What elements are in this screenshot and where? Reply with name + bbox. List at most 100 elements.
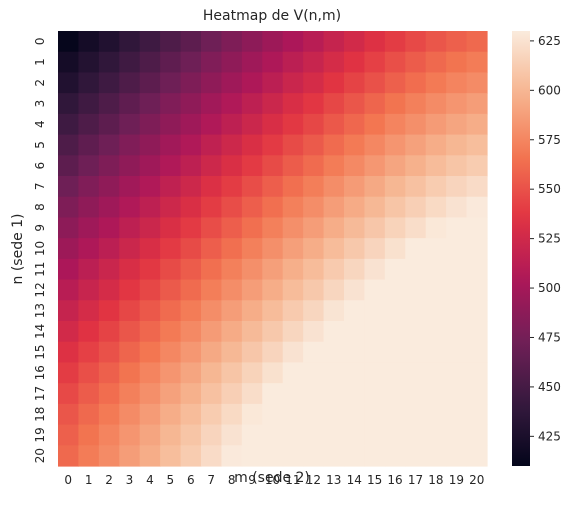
- heatmap-cell: [180, 238, 202, 260]
- heatmap-cell: [221, 134, 243, 156]
- heatmap-cell: [364, 238, 386, 260]
- y-tick-label: 8: [33, 203, 47, 211]
- heatmap-cell: [282, 321, 304, 343]
- heatmap-cell: [119, 300, 141, 322]
- x-tick-label: 5: [167, 473, 175, 487]
- heatmap-cell: [364, 258, 386, 281]
- heatmap-cell: [221, 238, 243, 260]
- heatmap-cell: [58, 321, 80, 343]
- heatmap-cell: [303, 155, 325, 177]
- y-tick-label: 20: [33, 448, 47, 463]
- heatmap-cell: [119, 445, 141, 467]
- heatmap-cell: [98, 196, 120, 219]
- heatmap-cell: [58, 279, 80, 301]
- heatmap-cell: [221, 300, 243, 322]
- heatmap-cell: [221, 93, 243, 115]
- heatmap-cell: [180, 217, 202, 239]
- heatmap-cell: [466, 31, 488, 53]
- heatmap-cell: [425, 217, 447, 239]
- heatmap-cell: [384, 113, 406, 136]
- heatmap-cell: [344, 445, 366, 467]
- heatmap-cell: [78, 300, 100, 322]
- colorbar-ticks: 425 450 475 500 525 550 575 600 625: [530, 34, 561, 443]
- heatmap-cell: [405, 196, 427, 219]
- heatmap-cell: [303, 72, 325, 94]
- heatmap-cell: [119, 93, 141, 115]
- heatmap-cell: [58, 134, 80, 156]
- heatmap-cell: [446, 445, 468, 467]
- heatmap-cell: [58, 31, 80, 53]
- heatmap-cell: [139, 51, 161, 74]
- heatmap-cell: [98, 31, 120, 53]
- heatmap-cell: [303, 445, 325, 467]
- heatmap-cell: [58, 217, 80, 239]
- heatmap-cell: [160, 279, 182, 301]
- heatmap-cell: [405, 383, 427, 405]
- y-tick-label: 18: [33, 407, 47, 422]
- heatmap-cell: [262, 51, 284, 74]
- heatmap-cell: [78, 134, 100, 156]
- heatmap-cell: [344, 134, 366, 156]
- heatmap-cell: [282, 238, 304, 260]
- heatmap-cell: [58, 51, 80, 74]
- heatmap-cell: [139, 155, 161, 177]
- heatmap-cell: [119, 258, 141, 281]
- heatmap-cell: [282, 51, 304, 74]
- heatmap-cell: [180, 341, 202, 364]
- heatmap-cell: [139, 300, 161, 322]
- heatmap-cell: [262, 403, 284, 426]
- heatmap-cell: [303, 341, 325, 364]
- heatmap-cell: [262, 72, 284, 94]
- heatmap-cell: [180, 383, 202, 405]
- heatmap-cell: [119, 113, 141, 136]
- heatmap-cell: [446, 279, 468, 301]
- heatmap-cell: [139, 113, 161, 136]
- heatmap-cell: [139, 383, 161, 405]
- heatmap-cell: [425, 134, 447, 156]
- heatmap-cell: [241, 258, 263, 281]
- heatmap-cell: [262, 362, 284, 384]
- heatmap-cell: [446, 383, 468, 405]
- heatmap-cell: [262, 279, 284, 301]
- heatmap-cell: [425, 258, 447, 281]
- heatmap-cell: [303, 383, 325, 405]
- heatmap-cell: [201, 134, 223, 156]
- heatmap-cell: [58, 93, 80, 115]
- x-tick-label: 15: [367, 473, 382, 487]
- heatmap-cell: [139, 279, 161, 301]
- heatmap-cell: [466, 258, 488, 281]
- y-tick-label: 14: [33, 324, 47, 339]
- heatmap-cell: [58, 176, 80, 198]
- heatmap-cell: [344, 258, 366, 281]
- heatmap-cell: [323, 300, 345, 322]
- heatmap-cell: [323, 155, 345, 177]
- heatmap-cell: [78, 51, 100, 74]
- x-tick-label: 6: [187, 473, 195, 487]
- heatmap-cell: [241, 238, 263, 260]
- heatmap-cell: [201, 217, 223, 239]
- heatmap-cell: [384, 445, 406, 467]
- heatmap-cell: [58, 445, 80, 467]
- heatmap-cell: [344, 176, 366, 198]
- heatmap-cell: [344, 31, 366, 53]
- heatmap-cell: [160, 300, 182, 322]
- heatmap-cell: [446, 258, 468, 281]
- heatmap-cell: [425, 424, 447, 446]
- heatmap-cell: [201, 31, 223, 53]
- heatmap-cell: [405, 300, 427, 322]
- heatmap-cell: [282, 341, 304, 364]
- heatmap-cell: [344, 321, 366, 343]
- heatmap-cell: [405, 258, 427, 281]
- heatmap-cell: [323, 424, 345, 446]
- y-tick-label: 10: [33, 241, 47, 256]
- heatmap-cell: [344, 341, 366, 364]
- heatmap-cell: [405, 217, 427, 239]
- heatmap-cell: [78, 31, 100, 53]
- colorbar: [512, 31, 530, 466]
- heatmap-cell: [466, 403, 488, 426]
- heatmap-cell: [446, 113, 468, 136]
- heatmap-cell: [58, 155, 80, 177]
- heatmap-cell: [98, 93, 120, 115]
- heatmap-cell: [344, 93, 366, 115]
- colorbar-tick-label: 525: [538, 232, 561, 246]
